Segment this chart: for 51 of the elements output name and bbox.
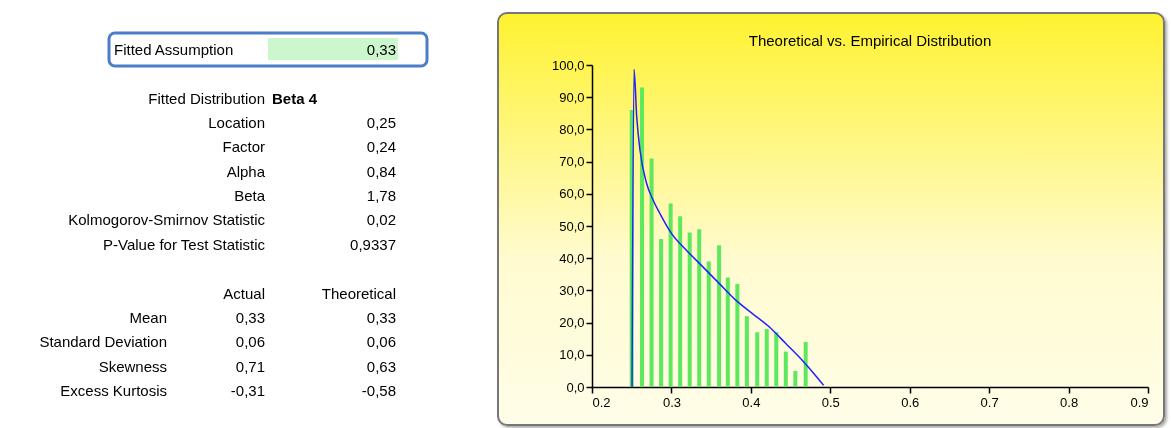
text: Theoretical xyxy=(321,285,396,302)
text: -0,58 xyxy=(361,382,396,399)
text: Factor xyxy=(222,138,265,155)
y-tick-label: 70,0 xyxy=(559,154,585,170)
text: P-Value for Test Statistic xyxy=(102,236,266,253)
x-tick-label: 0.7 xyxy=(980,394,999,410)
x-tick-label: 0.6 xyxy=(901,394,920,410)
y-tick-label: 30,0 xyxy=(559,282,585,298)
text: 0,9337 xyxy=(350,236,396,253)
text: Beta 4 xyxy=(272,90,318,107)
text: -0,31 xyxy=(230,382,265,399)
text: Beta xyxy=(234,187,266,204)
text: 0,02 xyxy=(366,211,396,228)
x-tick-label: 0.4 xyxy=(742,394,761,410)
x-tick-label: 0.9 xyxy=(1130,394,1149,410)
chart-title: Theoretical vs. Empirical Distribution xyxy=(748,32,992,49)
text: 0,33 xyxy=(235,309,265,326)
x-tick-label: 0.3 xyxy=(662,394,681,410)
text: Excess Kurtosis xyxy=(60,382,167,399)
y-tick-label: 80,0 xyxy=(559,121,585,137)
y-tick-label: 100,0 xyxy=(551,57,585,73)
text: 0,06 xyxy=(235,333,265,350)
x-tick-label: 0.5 xyxy=(821,394,840,410)
text: 0,24 xyxy=(366,138,396,155)
text: 0,84 xyxy=(366,163,396,180)
text: Kolmogorov-Smirnov Statistic xyxy=(68,211,266,228)
text: 0,71 xyxy=(235,358,265,375)
text: 1,78 xyxy=(366,187,396,204)
text: Fitted Assumption xyxy=(114,41,234,58)
text: Fitted Distribution xyxy=(148,90,265,107)
x-tick-label: 0.2 xyxy=(592,394,611,410)
y-tick-label: 0,0 xyxy=(566,379,585,395)
text: Location xyxy=(208,114,265,131)
text: 0,33 xyxy=(366,41,396,58)
y-tick-label: 20,0 xyxy=(559,315,585,331)
text: 0,33 xyxy=(366,309,396,326)
text: Skewness xyxy=(98,358,167,375)
y-tick-label: 90,0 xyxy=(559,89,585,105)
text: Standard Deviation xyxy=(39,333,167,350)
text: 0,63 xyxy=(366,358,396,375)
text: Mean xyxy=(129,309,167,326)
text: 0,06 xyxy=(366,333,396,350)
y-tick-label: 60,0 xyxy=(559,186,585,202)
x-tick-label: 0.8 xyxy=(1060,394,1079,410)
text: Alpha xyxy=(226,163,266,180)
line-series xyxy=(631,68,825,388)
text: Actual xyxy=(223,285,265,302)
y-tick-label: 10,0 xyxy=(559,347,585,363)
y-tick-label: 40,0 xyxy=(559,250,585,266)
text: 0,25 xyxy=(366,114,396,131)
y-tick-label: 50,0 xyxy=(559,218,585,234)
